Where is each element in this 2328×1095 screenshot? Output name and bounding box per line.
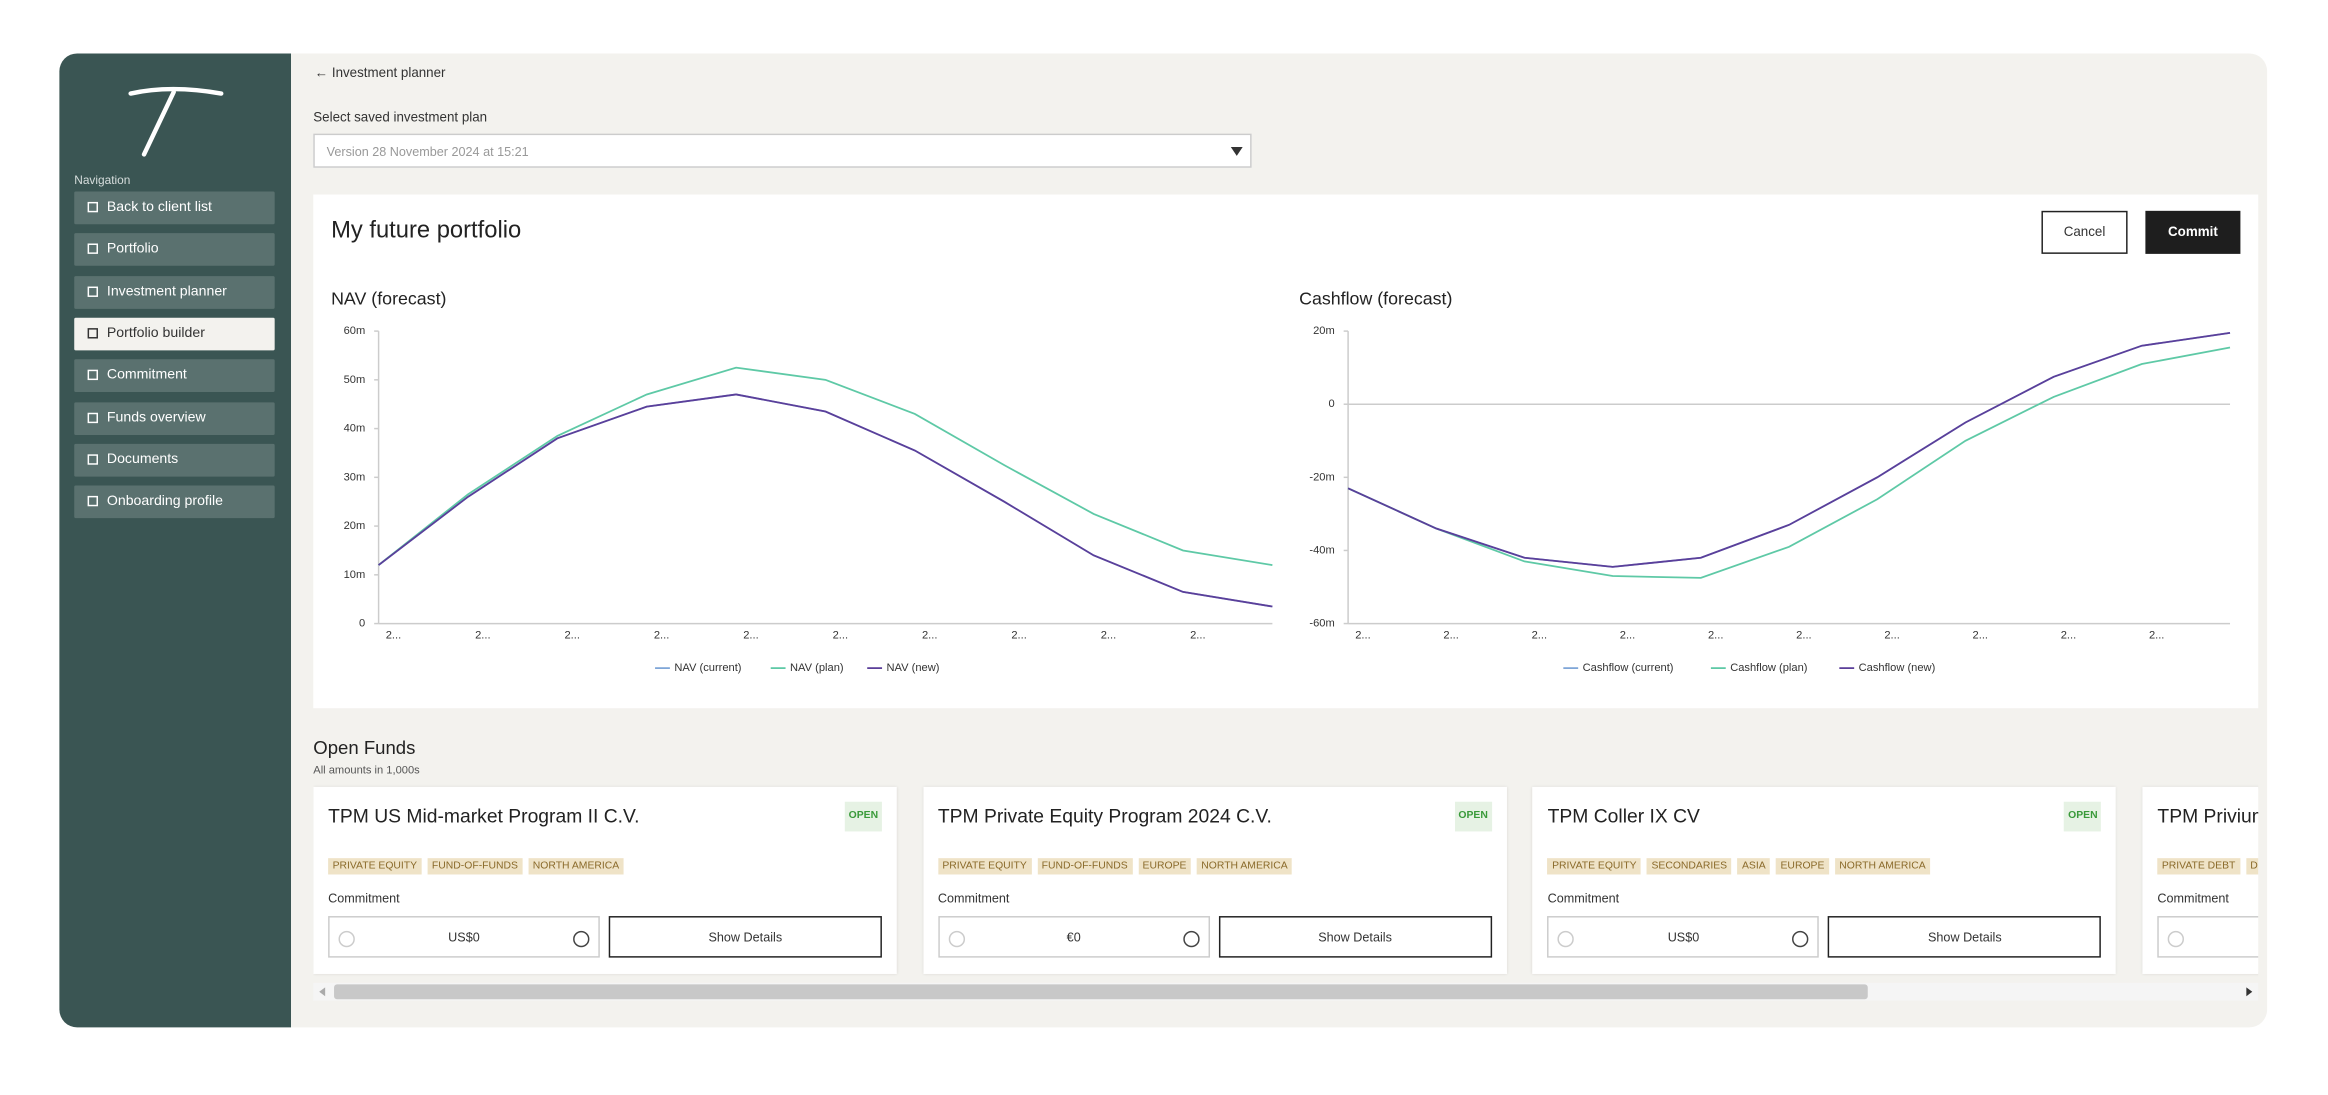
cancel-button[interactable]: Cancel (2041, 210, 2128, 254)
commit-button[interactable]: Commit (2145, 210, 2241, 254)
tag: ASIA (1737, 858, 1771, 875)
tag-row: PRIVATE EQUITY FUND-OF-FUNDS NORTH AMERICA (328, 849, 630, 876)
amount-input[interactable]: €0 (937, 916, 1210, 958)
status-badge: OPEN (2064, 801, 2102, 832)
tag: DI (2245, 858, 2259, 875)
nav-item[interactable]: Documents (74, 443, 275, 477)
fund-name: TPM Coller IX CV (1547, 804, 1700, 827)
nav-label: Navigation (74, 173, 131, 188)
minus-button[interactable] (338, 930, 355, 948)
nav-item[interactable]: Commitment (74, 359, 275, 393)
tag: PRIVATE EQUITY (937, 858, 1032, 875)
tag: FUND-OF-FUNDS (1037, 858, 1133, 875)
fund-card: TPM Private Equity Program 2024 C.V. OPEN… (923, 786, 1507, 974)
plus-button[interactable] (1182, 930, 1200, 948)
nav-item[interactable]: Investment planner (74, 275, 275, 309)
select-label: Select saved investment plan (313, 109, 488, 125)
scroll-left[interactable] (319, 987, 326, 997)
back-link[interactable]: ← Investment planner (314, 65, 446, 81)
panel-title: My future portfolio (331, 218, 522, 244)
minus-button[interactable] (948, 930, 965, 948)
nav-item[interactable]: Funds overview (74, 401, 275, 435)
show-details-button[interactable]: Show Details (608, 916, 882, 958)
section-title: Open Funds (313, 737, 416, 759)
tag: EUROPE (1776, 858, 1829, 875)
tag: FUND-OF-FUNDS (427, 858, 523, 875)
nav-item[interactable]: Portfolio (74, 233, 275, 267)
tag: SECONDARIES (1646, 858, 1732, 875)
amount-input[interactable]: US$0 (1547, 916, 1820, 958)
status-badge: OPEN (1454, 801, 1492, 832)
commitment-label: Commitment (2157, 890, 2229, 906)
tag: NORTH AMERICA (1196, 858, 1293, 875)
tag: NORTH AMERICA (528, 858, 624, 875)
show-details-button[interactable]: Show Details (1828, 916, 2102, 958)
nav-item[interactable]: Portfolio builder (74, 317, 275, 351)
amount-input[interactable]: US$0 (328, 916, 600, 958)
tag-row: PRIVATE EQUITY SECONDARIES ASIA EUROPE NORTH… (1547, 849, 1936, 876)
minus-button[interactable] (2167, 930, 2185, 948)
tag-row: PRIVATE EQUITY FUND-OF-FUNDS EUROPE NORTH A… (937, 849, 1298, 876)
show-details-button[interactable]: Show Details (1218, 916, 1492, 958)
fund-name: TPM Private Equity Program 2024 C.V. (937, 804, 1272, 827)
tag: PRIVATE EQUITY (1547, 858, 1642, 875)
commitment-label: Commitment (937, 890, 1010, 906)
nav-item[interactable]: Onboarding profile (74, 485, 275, 519)
fund-name: TPM US Mid-market Program II C.V. (328, 804, 640, 827)
plus-button[interactable] (1792, 930, 1809, 948)
select-arrow (1230, 146, 1243, 156)
fund-card: TPM US Mid-market Program II C.V. OPEN PRI… (313, 786, 897, 974)
commitment-label: Commitment (1547, 890, 1620, 906)
commitment-label: Commitment (328, 890, 400, 906)
fund-card: TPM Coller IX CV OPEN PRIVATE EQUITY SECOND… (1532, 786, 2117, 974)
select[interactable]: Version 28 November 2024 at 15:21 (313, 133, 1252, 168)
section-subtitle: All amounts in 1,000s (313, 763, 420, 777)
plus-button[interactable] (573, 930, 590, 948)
tag: NORTH AMERICA (1834, 858, 1931, 875)
tag-row: PRIVATE DEBT DI (2157, 849, 2259, 876)
tag: EUROPE (1138, 858, 1191, 875)
fund-name: TPM Privium (2157, 804, 2259, 827)
minus-button[interactable] (1558, 930, 1575, 948)
amount-input[interactable] (2157, 916, 2259, 958)
scrollbar-thumb[interactable] (334, 984, 1868, 1000)
scroll-right[interactable] (2246, 987, 2253, 997)
cards-viewport: TPM US Mid-market Program II C.V. OPEN PRI… (313, 0, 2259, 1094)
status-badge: OPEN (844, 801, 882, 832)
tag: PRIVATE DEBT (2157, 858, 2240, 875)
tag: PRIVATE EQUITY (328, 858, 422, 875)
nav-item[interactable]: Back to client list (74, 191, 275, 225)
